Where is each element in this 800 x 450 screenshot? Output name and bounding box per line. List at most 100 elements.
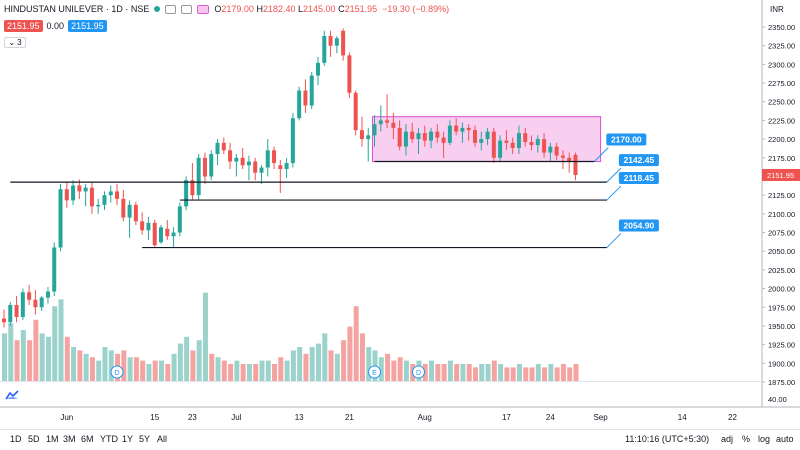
- volume-bar: [64, 336, 70, 381]
- price-tick-label: 2075.00: [768, 229, 795, 238]
- callout-leader: [606, 233, 622, 248]
- time-tick-label: 14: [678, 413, 687, 422]
- volume-bar: [253, 364, 259, 381]
- close-x-icon[interactable]: [197, 4, 210, 14]
- range-button-5d[interactable]: 5D: [28, 434, 40, 444]
- candle-body: [228, 150, 233, 162]
- eye-icon[interactable]: [165, 4, 177, 14]
- event-marker-label: E: [372, 370, 377, 377]
- candle-body: [52, 247, 57, 292]
- volume-bar: [447, 360, 453, 381]
- candle-body: [573, 154, 578, 175]
- candle-body: [253, 161, 258, 173]
- volume-bar: [8, 323, 14, 381]
- price-tick-label: 2050.00: [768, 247, 795, 256]
- candle-body: [479, 139, 484, 143]
- volume-bar: [52, 306, 58, 381]
- close-label: C: [338, 4, 345, 14]
- volume-bar: [209, 353, 215, 381]
- symbol-title[interactable]: HINDUSTAN UNILEVER · 1D · NSE: [4, 4, 150, 14]
- volume-bar: [359, 333, 365, 381]
- volume-bar: [58, 299, 64, 381]
- adj-toggle[interactable]: adj: [721, 434, 734, 444]
- candle-body: [14, 305, 19, 317]
- low-value: 2145.00: [303, 4, 336, 14]
- volume-bar: [366, 347, 372, 381]
- candle-body: [560, 155, 565, 158]
- candle-body: [529, 142, 534, 146]
- tradingview-logo-icon[interactable]: [5, 390, 19, 400]
- event-marker: [368, 365, 382, 379]
- price-tick-label: 2125.00: [768, 191, 795, 200]
- callout-leader: [593, 147, 609, 162]
- volume-bar: [190, 350, 196, 381]
- range-button-1d[interactable]: 1D: [10, 434, 22, 444]
- candle-body: [491, 131, 496, 158]
- candle-body: [234, 157, 239, 162]
- volume-bar: [96, 360, 102, 381]
- candle-body: [435, 131, 440, 138]
- candle-body: [403, 131, 408, 147]
- candlestick-chart[interactable]: 2142.45 2118.45 2054.90 2170.00 D E D INR 1875…: [0, 0, 800, 429]
- volume-bar: [554, 367, 560, 381]
- candle-body: [297, 90, 302, 119]
- price-tick-label: 2325.00: [768, 42, 795, 51]
- range-button-1m[interactable]: 1M: [46, 434, 59, 444]
- volume-bar: [71, 347, 77, 381]
- volume-bar: [516, 364, 522, 381]
- event-marker: [411, 365, 425, 379]
- volume-bar: [529, 367, 535, 381]
- candle-body: [115, 191, 120, 199]
- range-button-ytd[interactable]: YTD: [100, 434, 118, 444]
- indicator-collapse-button[interactable]: ⌄ 3: [4, 37, 26, 48]
- candle-body: [441, 137, 446, 143]
- axis-layer: INR 1875.00 1900.00 1925.00 1950.00 1975.00 20…: [0, 0, 800, 422]
- candle-body: [466, 127, 471, 131]
- volume-bar: [353, 306, 359, 381]
- price-tick-label: 2100.00: [768, 210, 795, 219]
- clock-readout[interactable]: 11:10:16 (UTC+5:30): [625, 434, 710, 444]
- volume-bar: [102, 347, 108, 381]
- candle-body: [359, 130, 364, 140]
- candle-body: [140, 221, 145, 231]
- percent-toggle[interactable]: %: [742, 434, 751, 444]
- volume-bar: [184, 336, 190, 381]
- price-tick-label: 2200.00: [768, 135, 795, 144]
- auto-toggle[interactable]: auto: [776, 434, 794, 444]
- volume-bar: [240, 364, 246, 381]
- candle-body: [102, 195, 107, 205]
- volume-bar: [378, 357, 384, 381]
- time-tick-label: Jun: [60, 413, 73, 422]
- volume-bar: [89, 357, 95, 381]
- settings-icon[interactable]: [181, 4, 193, 14]
- range-button-5y[interactable]: 5Y: [139, 434, 151, 444]
- volume-bar: [177, 343, 183, 381]
- candle-body: [353, 92, 358, 131]
- candle-body: [246, 161, 251, 166]
- range-button-all[interactable]: All: [157, 434, 168, 444]
- volume-bar: [460, 364, 466, 381]
- volume-bar: [127, 357, 133, 381]
- range-button-3m[interactable]: 3M: [63, 434, 76, 444]
- range-button-1y[interactable]: 1Y: [122, 434, 134, 444]
- high-label: H: [256, 4, 263, 14]
- range-button-6m[interactable]: 6M: [81, 434, 94, 444]
- candle-body: [510, 142, 515, 149]
- log-toggle[interactable]: log: [758, 434, 771, 444]
- sell-price-badge[interactable]: 2151.95: [4, 20, 43, 32]
- candle-body: [542, 139, 547, 153]
- candle-body: [454, 125, 459, 132]
- callout-leader: [606, 185, 622, 201]
- event-marker: [110, 365, 124, 379]
- candle-body: [460, 127, 465, 132]
- buy-price-badge[interactable]: 2151.95: [68, 20, 107, 32]
- volume-bar: [77, 350, 83, 381]
- candle-body: [334, 38, 339, 46]
- candle-body: [366, 135, 371, 140]
- candle-body: [341, 30, 346, 56]
- candle-body: [133, 204, 138, 222]
- time-tick-label: 13: [295, 413, 304, 422]
- volume-bar: [341, 340, 347, 381]
- volume-bar: [454, 364, 460, 381]
